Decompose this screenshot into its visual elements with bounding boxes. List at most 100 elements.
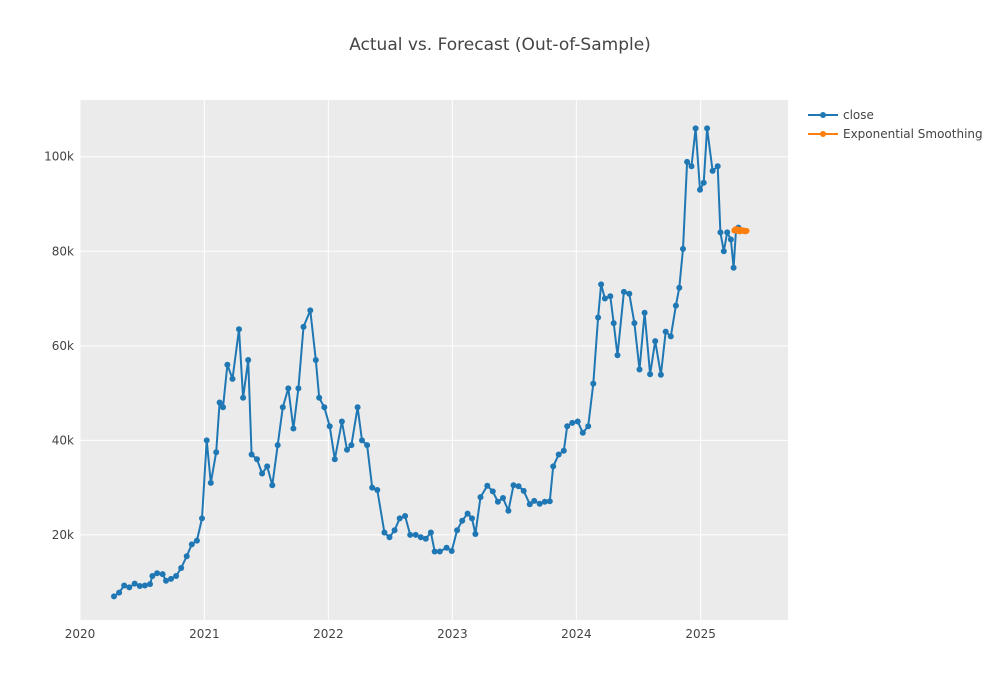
data-point	[657, 371, 664, 378]
plot-area	[80, 100, 788, 620]
data-point	[173, 573, 180, 579]
data-point	[240, 394, 247, 401]
data-point	[254, 456, 260, 463]
data-point	[555, 451, 562, 458]
data-point	[595, 314, 602, 321]
data-point	[730, 264, 737, 271]
data-point	[484, 482, 491, 489]
data-point	[381, 529, 388, 536]
data-point	[321, 404, 328, 411]
data-point	[213, 449, 220, 456]
data-point	[259, 470, 266, 477]
data-point	[692, 125, 699, 132]
data-point	[224, 361, 231, 368]
data-point	[590, 380, 597, 387]
data-point	[159, 571, 166, 578]
data-point	[727, 236, 734, 243]
y-tick-label: 20k	[52, 528, 74, 542]
y-tick-label: 100k	[44, 150, 74, 164]
data-point	[676, 284, 683, 291]
data-point	[274, 442, 281, 449]
data-point	[662, 328, 669, 335]
data-point	[560, 447, 567, 454]
data-point	[724, 229, 731, 236]
data-point	[494, 498, 501, 505]
data-point	[697, 186, 703, 193]
data-point	[536, 500, 543, 507]
legend[interactable]: close Exponential Smoothing	[808, 108, 983, 141]
data-point	[688, 163, 695, 170]
data-point	[188, 541, 195, 548]
data-point	[326, 423, 333, 430]
data-point	[407, 531, 414, 538]
x-tick-label: 2025	[685, 627, 716, 641]
data-point	[338, 418, 345, 425]
data-point	[131, 580, 138, 587]
data-point	[700, 179, 707, 186]
data-point	[631, 320, 638, 327]
legend-marker	[820, 112, 826, 118]
data-point	[220, 404, 226, 411]
legend-item[interactable]: Exponential Smoothing	[808, 127, 983, 141]
data-point	[610, 320, 617, 327]
data-point	[569, 419, 576, 426]
data-point	[579, 429, 586, 436]
x-tick-label: 2022	[313, 627, 344, 641]
data-point	[136, 583, 143, 589]
data-point	[614, 352, 621, 359]
data-point	[417, 534, 424, 541]
data-point	[520, 487, 527, 494]
data-point	[193, 537, 200, 544]
data-point	[585, 423, 592, 430]
data-point	[472, 531, 479, 537]
legend-item[interactable]: close	[808, 108, 874, 122]
data-point	[111, 593, 117, 600]
data-point	[526, 501, 533, 508]
data-point	[743, 227, 750, 234]
data-point	[402, 513, 409, 519]
data-point	[541, 498, 548, 505]
data-point	[163, 577, 169, 584]
data-point	[626, 290, 633, 297]
data-point	[364, 442, 371, 449]
data-point	[598, 281, 605, 288]
data-point	[515, 483, 522, 490]
data-point	[422, 535, 429, 542]
chart-title: Actual vs. Forecast (Out-of-Sample)	[349, 35, 651, 55]
data-point	[510, 482, 517, 489]
data-point	[477, 494, 484, 501]
data-point	[714, 163, 721, 170]
data-point	[601, 295, 608, 302]
data-point	[459, 517, 466, 524]
data-point	[207, 479, 214, 486]
data-point	[717, 229, 724, 236]
data-point	[564, 423, 571, 430]
data-point	[178, 565, 185, 571]
legend-label: close	[843, 108, 874, 122]
data-point	[312, 357, 319, 363]
data-point	[149, 573, 156, 579]
data-point	[316, 394, 323, 401]
data-point	[116, 589, 123, 596]
data-point	[386, 534, 393, 541]
data-point	[126, 584, 133, 591]
data-point	[279, 404, 286, 411]
data-point	[607, 293, 614, 300]
data-point	[550, 463, 557, 470]
data-point	[667, 333, 674, 340]
axis-labels: 20k 40k 60k 80k 100k 2020 2021 2022 2023 2024 2025	[44, 150, 716, 641]
data-point	[448, 548, 455, 554]
data-point	[290, 425, 297, 432]
data-point	[264, 463, 271, 470]
series-exponential-smoothing	[731, 226, 750, 235]
data-point	[331, 456, 338, 463]
series-layer	[111, 125, 750, 600]
data-point	[154, 570, 161, 577]
series-close	[111, 125, 742, 600]
data-point	[236, 326, 242, 333]
data-point	[203, 437, 210, 444]
data-point	[121, 582, 128, 589]
data-point	[295, 385, 302, 392]
x-tick-label: 2023	[437, 627, 468, 641]
